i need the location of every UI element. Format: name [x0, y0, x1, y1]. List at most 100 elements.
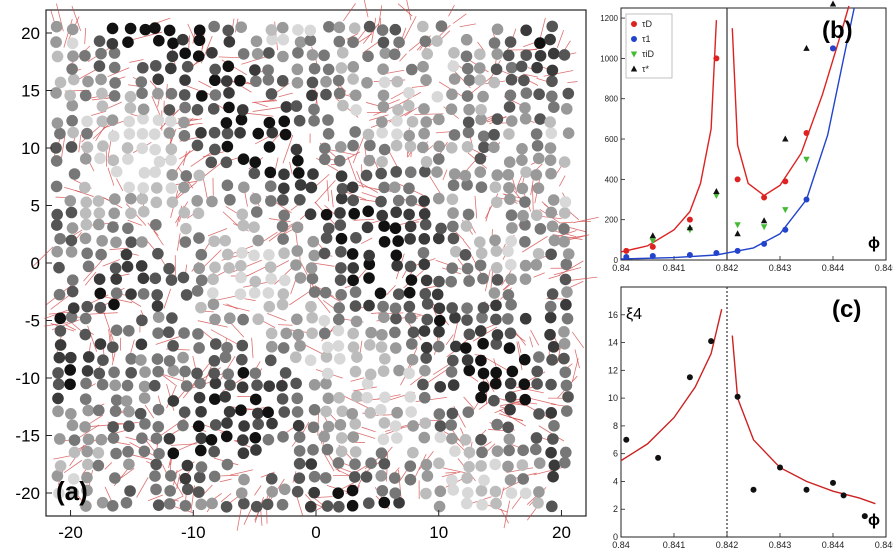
particle: [94, 273, 106, 285]
particle: [476, 447, 488, 459]
particle: [64, 90, 76, 102]
particle: [80, 153, 92, 165]
particle: [433, 141, 445, 153]
particle: [209, 355, 221, 367]
particle: [305, 301, 317, 313]
particle: [208, 368, 220, 380]
particle: [153, 35, 165, 47]
particle: [492, 24, 504, 36]
particle: [548, 194, 560, 206]
particle: [334, 22, 346, 34]
particle: [533, 153, 545, 165]
particle: [477, 273, 489, 285]
particle: [54, 289, 66, 301]
particle: [293, 167, 305, 179]
y-tick-label: 200: [605, 216, 619, 225]
particle: [545, 168, 557, 180]
particle: [378, 312, 390, 324]
particle: [362, 222, 374, 234]
particle: [151, 197, 163, 209]
particle: [389, 327, 401, 339]
particle: [378, 365, 390, 377]
particle: [51, 181, 63, 193]
particle: [182, 61, 194, 73]
particle: [433, 458, 445, 470]
particle: [475, 355, 487, 367]
particle: [489, 459, 501, 471]
particle: [517, 210, 529, 222]
particle: [548, 420, 560, 432]
particle: [195, 406, 207, 418]
particle: [107, 155, 119, 167]
particle: [417, 21, 429, 33]
x-tick-label: 0: [311, 523, 320, 542]
particle: [462, 141, 474, 153]
particle: [125, 288, 137, 300]
particle: [192, 140, 204, 152]
particle: [67, 419, 79, 431]
particle: [364, 407, 376, 419]
particle: [206, 434, 218, 446]
particle: [264, 117, 276, 129]
panel-b: 0.840.8410.8420.8430.8440.84502004006008…: [596, 0, 893, 275]
particle: [293, 420, 305, 432]
particle: [561, 286, 573, 298]
panel-b-label: (b): [822, 17, 853, 44]
particle: [279, 275, 291, 287]
particle: [463, 209, 475, 221]
particle: [431, 166, 443, 178]
particle: [505, 328, 517, 340]
particle: [391, 249, 403, 261]
particle: [362, 51, 374, 63]
particle: [335, 246, 347, 258]
particle: [252, 313, 264, 325]
particle: [79, 50, 91, 62]
particle: [544, 34, 556, 46]
particle: [389, 487, 401, 499]
particle: [378, 497, 390, 509]
particle: [249, 276, 261, 288]
particle: [66, 207, 78, 219]
particle: [403, 130, 415, 142]
particle: [558, 223, 570, 235]
particle: [107, 221, 119, 233]
particle: [68, 74, 80, 86]
particle: [209, 74, 221, 86]
particle: [376, 116, 388, 128]
y-tick-label: -10: [15, 369, 40, 388]
particle: [347, 248, 359, 260]
particle: [462, 90, 474, 102]
panel-c-ylabel: ξ4: [626, 306, 642, 323]
particle: [80, 329, 92, 341]
particle: [405, 221, 417, 233]
particle: [291, 245, 303, 257]
particle: [165, 470, 177, 482]
particle: [65, 408, 77, 420]
particle: [280, 367, 292, 379]
y-tick-label: 10: [608, 393, 618, 403]
particle: [350, 446, 362, 458]
particle: [67, 222, 79, 234]
particle: [125, 23, 137, 35]
particle: [266, 127, 278, 139]
particle: [520, 166, 532, 178]
particle: [321, 209, 333, 221]
particle: [390, 24, 402, 36]
particle: [210, 419, 222, 431]
particle: [193, 170, 205, 182]
particle: [236, 247, 248, 259]
particle: [364, 21, 376, 33]
particle: [559, 207, 571, 219]
particle: [502, 245, 514, 257]
particle: [309, 471, 321, 483]
particle: [222, 368, 234, 380]
particle: [193, 232, 205, 244]
particle: [307, 77, 319, 89]
particle: [407, 116, 419, 128]
particle: [278, 182, 290, 194]
particle: [348, 208, 360, 220]
particle: [65, 352, 77, 364]
particle: [93, 460, 105, 472]
particle: [80, 393, 92, 405]
particle: [292, 329, 304, 341]
